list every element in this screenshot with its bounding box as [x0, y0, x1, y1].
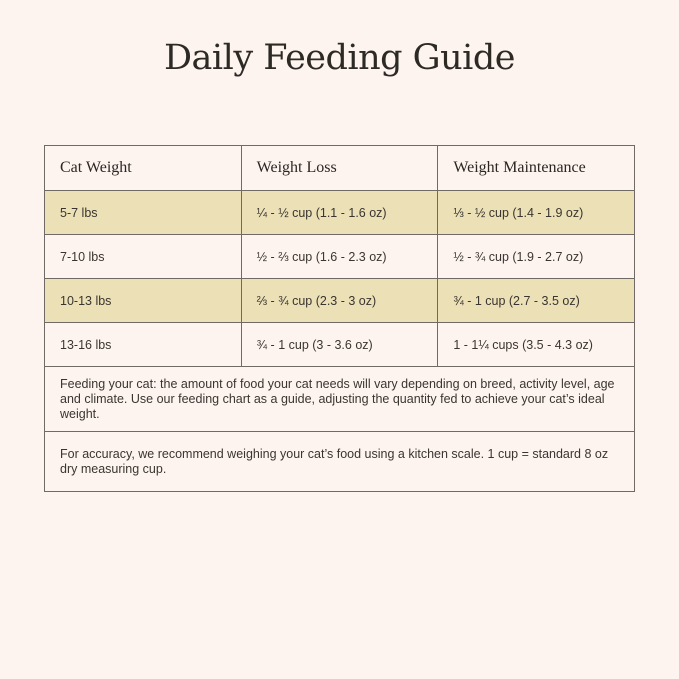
accuracy-note: For accuracy, we recommend weighing your…	[44, 431, 635, 492]
table-row: 5-7 lbs ¼ - ½ cup (1.1 - 1.6 oz) ⅓ - ½ c…	[44, 190, 635, 235]
cell-maintenance: ½ - ¾ cup (1.9 - 2.7 oz)	[437, 234, 635, 279]
header-cat-weight: Cat Weight	[44, 145, 242, 191]
feeding-guide-table: Cat Weight Weight Loss Weight Maintenanc…	[44, 145, 635, 492]
cell-loss: ⅔ - ¾ cup (2.3 - 3 oz)	[240, 278, 439, 323]
cell-weight: 13-16 lbs	[44, 322, 242, 367]
feeding-note: Feeding your cat: the amount of food you…	[44, 366, 635, 432]
page-title: Daily Feeding Guide	[164, 38, 516, 78]
note-row: Feeding your cat: the amount of food you…	[44, 366, 635, 432]
table-row: 13-16 lbs ¾ - 1 cup (3 - 3.6 oz) 1 - 1¼ …	[44, 322, 635, 367]
header-weight-maintenance: Weight Maintenance	[437, 145, 635, 191]
header-weight-loss: Weight Loss	[240, 145, 439, 191]
cell-loss: ¾ - 1 cup (3 - 3.6 oz)	[240, 322, 439, 367]
table-row: 7-10 lbs ½ - ⅔ cup (1.6 - 2.3 oz) ½ - ¾ …	[44, 234, 635, 279]
note-row: For accuracy, we recommend weighing your…	[44, 431, 635, 492]
cell-loss: ¼ - ½ cup (1.1 - 1.6 oz)	[240, 190, 439, 235]
table-row: 10-13 lbs ⅔ - ¾ cup (2.3 - 3 oz) ¾ - 1 c…	[44, 278, 635, 323]
table-header-row: Cat Weight Weight Loss Weight Maintenanc…	[44, 145, 635, 191]
cell-loss: ½ - ⅔ cup (1.6 - 2.3 oz)	[240, 234, 439, 279]
cell-weight: 10-13 lbs	[44, 278, 242, 323]
cell-maintenance: 1 - 1¼ cups (3.5 - 4.3 oz)	[437, 322, 635, 367]
cell-weight: 7-10 lbs	[44, 234, 242, 279]
cell-maintenance: ¾ - 1 cup (2.7 - 3.5 oz)	[437, 278, 635, 323]
cell-weight: 5-7 lbs	[44, 190, 242, 235]
cell-maintenance: ⅓ - ½ cup (1.4 - 1.9 oz)	[437, 190, 635, 235]
